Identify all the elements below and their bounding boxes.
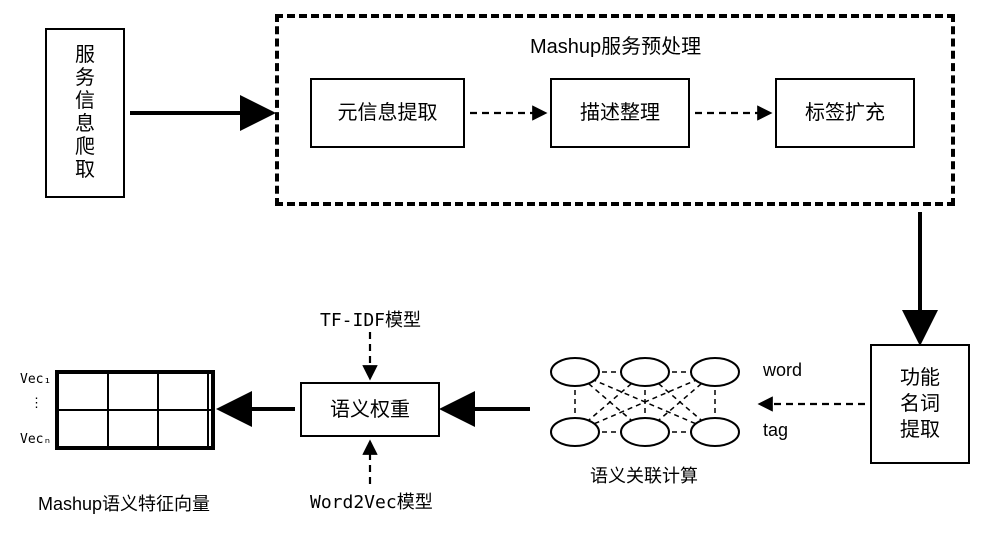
meta-extract-label: 元信息提取 [338, 100, 438, 126]
semantic-assoc-word-label: word [763, 360, 802, 381]
tfidf-label: TF-IDF模型 [320, 306, 421, 332]
desc-clean-label: 描述整理 [580, 100, 660, 126]
func-noun-label: 功能 名词 提取 [900, 365, 940, 443]
word2vec-label: Word2Vec模型 [310, 488, 433, 514]
semantic-assoc-title: 语义关联计算 [590, 462, 698, 488]
preprocess-title: Mashup服务预处理 [530, 30, 701, 59]
node-desc-clean: 描述整理 [550, 78, 690, 148]
node-crawl-label: 服 务 信 息 爬 取 [75, 44, 95, 182]
vec-dots: ⋮ [30, 395, 43, 411]
tag-expand-label: 标签扩充 [805, 100, 885, 126]
node-feature-vec [55, 370, 215, 450]
feature-vec-title: Mashup语义特征向量 [38, 490, 210, 516]
node-func-noun: 功能 名词 提取 [870, 344, 970, 464]
node-meta-extract: 元信息提取 [310, 78, 465, 148]
vec1-label: Vec₁ [20, 372, 51, 387]
node-crawl: 服 务 信 息 爬 取 [45, 28, 125, 198]
node-semantic-weight: 语义权重 [300, 382, 440, 437]
node-tag-expand: 标签扩充 [775, 78, 915, 148]
feature-vec-grid [57, 372, 213, 448]
vecn-label: Vecₙ [20, 432, 51, 447]
semantic-assoc-tag-label: tag [763, 420, 788, 441]
semantic-weight-label: 语义权重 [330, 397, 410, 423]
